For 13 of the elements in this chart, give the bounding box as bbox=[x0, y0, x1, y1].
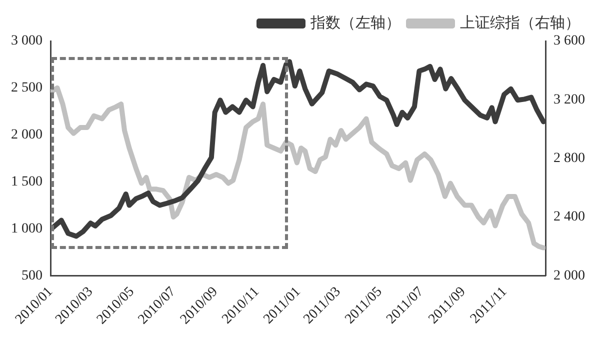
y-tick-label: 500 bbox=[22, 268, 42, 284]
y-tick-label: 2 000 bbox=[11, 128, 42, 143]
y-tick-label: 2 500 bbox=[11, 80, 42, 96]
legend-label: 上证综指（右轴） bbox=[460, 13, 580, 32]
y2-tick-label: 2 000 bbox=[554, 268, 585, 284]
y2-tick-label: 2 400 bbox=[554, 210, 585, 225]
y-tick-label: 1 000 bbox=[11, 221, 42, 236]
legend-label: 指数（左轴） bbox=[310, 13, 400, 32]
y-tick-label: 3 000 bbox=[11, 34, 42, 49]
y2-tick-label: 3 200 bbox=[554, 92, 585, 108]
y2-tick-label: 2 800 bbox=[554, 151, 585, 166]
y2-tick-label: 3 600 bbox=[554, 34, 585, 49]
y-tick-label: 1 500 bbox=[11, 174, 42, 190]
